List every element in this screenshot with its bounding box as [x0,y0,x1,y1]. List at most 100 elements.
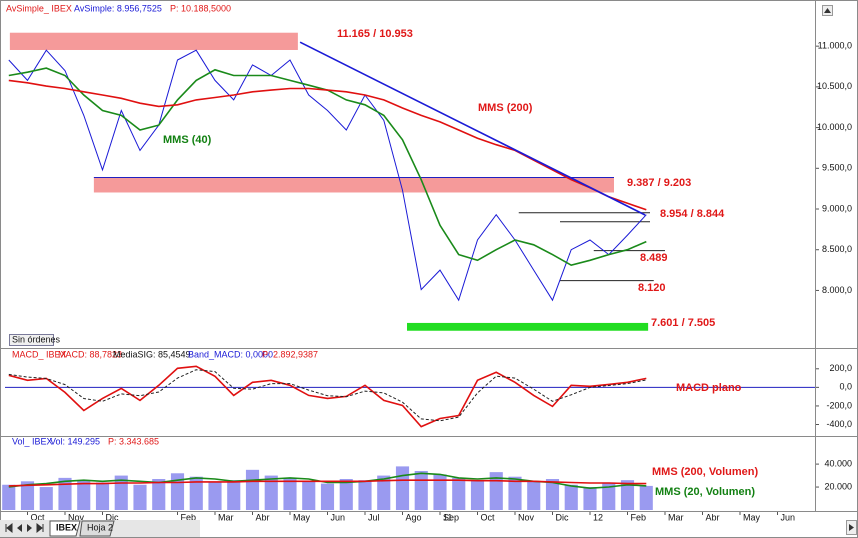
tab-label[interactable]: IBEX [56,522,77,532]
annotation: 8.954 / 8.844 [660,208,725,220]
header: Band_MACD: 0,0000 [188,349,273,359]
annotation: 8.120 [638,282,666,294]
x-tick-label: Sep [443,512,459,522]
volume-bar [320,483,335,510]
button-label[interactable]: Sin órdenes [12,334,61,344]
y-tick-label: 10.500,0 [817,81,852,91]
scroll-up-icon[interactable] [824,8,831,13]
header: MediaSIG: 85,4549 [113,349,191,359]
volume-bar [452,477,466,510]
y-tick-label: 10.000,0 [817,122,852,132]
volume-bar [620,480,635,510]
annotation: 7.601 / 7.505 [651,317,715,329]
volume-bar [152,479,166,510]
y-tick-label: -200,0 [826,400,852,410]
volume-bar [583,487,597,510]
volume-bar [639,485,653,510]
volume-bar [77,480,91,510]
volume-bar [283,477,297,510]
x-tick-label: Abr [256,512,270,522]
header: AvSimple: 8.956,7525 [74,3,162,13]
header: MACD: 88,7823 [58,349,122,359]
volume-bar [433,474,447,510]
x-tick-label: 12 [593,512,603,522]
x-tick-label: May [743,512,761,522]
y-tick-label: 40.000 [824,458,852,468]
annotation: 8.489 [640,252,668,264]
volume-bar [470,480,485,510]
tab-label[interactable]: Hoja 2 [87,522,113,532]
x-tick-label: Feb [631,512,647,522]
tab[interactable] [49,520,81,537]
volume-bar [395,466,410,510]
x-tick-label: Dic [556,512,569,522]
annotation: MMS (40) [163,134,212,146]
series-line [8,79,647,211]
button[interactable] [9,334,54,346]
x-tick-label: Feb [181,512,197,522]
nav-prev[interactable] [17,524,22,532]
x-tick-label: Oct [31,512,46,522]
volume-bar [227,480,241,510]
x-tick-label: 11 [443,512,452,522]
x-tick-label: Oct [481,512,496,522]
volume-bar [58,477,72,510]
y-tick-label: 8.000,0 [822,285,852,295]
y-tick-label: 20.000 [824,481,852,491]
layers: 11.000,0 10.500,0 10.000,0 9.500,0 9.000,0 8.… [2,32,852,522]
y-tick-label: 11.000,0 [818,41,852,51]
header: MACD_ IBEX [12,349,67,359]
series-line [8,479,647,487]
volume-bar [95,482,110,510]
annotation: 11.165 / 10.953 [337,28,413,40]
header: P: 2.892,9387 [262,349,318,359]
volume-bar [302,481,316,510]
volume-bar [358,480,372,510]
scroll-right-icon[interactable] [849,524,854,531]
nav-next[interactable] [27,524,32,532]
y-tick-label: -400,0 [826,419,852,429]
annotation: MACD plano [676,382,742,394]
y-tick-label: 0,0 [839,382,852,392]
volume-bar [20,481,35,510]
volume-bar [39,487,53,510]
tab[interactable] [79,520,115,537]
volume-bar [133,484,147,510]
volume-bar [264,475,278,510]
annotation: MMS (20, Volumen) [655,486,755,498]
nav-arrows[interactable] [5,522,44,534]
trendline [299,41,646,216]
zone [9,32,298,50]
annotation: MMS (200) [478,102,533,114]
x-tick-label: Mar [668,512,684,522]
volume-bar [377,475,391,510]
y-tick-label: 9.500,0 [822,163,852,173]
x-tick-label: Abr [706,512,720,522]
header: Vol: 149.295 [50,436,100,446]
nav-last[interactable] [36,522,44,534]
volume-bar [414,470,428,510]
volume-bar [189,476,203,510]
volume-bar [545,479,560,510]
nav-first[interactable] [5,522,13,534]
x-tick-label: Mar [218,512,234,522]
volume-bar [245,469,260,510]
header: Vol_ IBEX [12,436,53,446]
volume-bar [602,482,616,510]
volume-bar [170,473,185,510]
x-tick-label: Dic [106,512,119,522]
x-tick-label: Ago [406,512,422,522]
x-tick-label: Nov [518,512,535,522]
volume-bar [564,484,578,510]
volume-bar [339,479,353,510]
zone [407,322,649,331]
header: P: 3.343.685 [108,436,159,446]
y-tick-label: 9.000,0 [822,203,852,213]
x-tick-label: Jun [331,512,346,522]
x-tick-label: Jun [781,512,796,522]
y-tick-label: 8.500,0 [822,244,852,254]
volume-bar [508,476,522,510]
y-tick-label: 200,0 [829,363,852,373]
